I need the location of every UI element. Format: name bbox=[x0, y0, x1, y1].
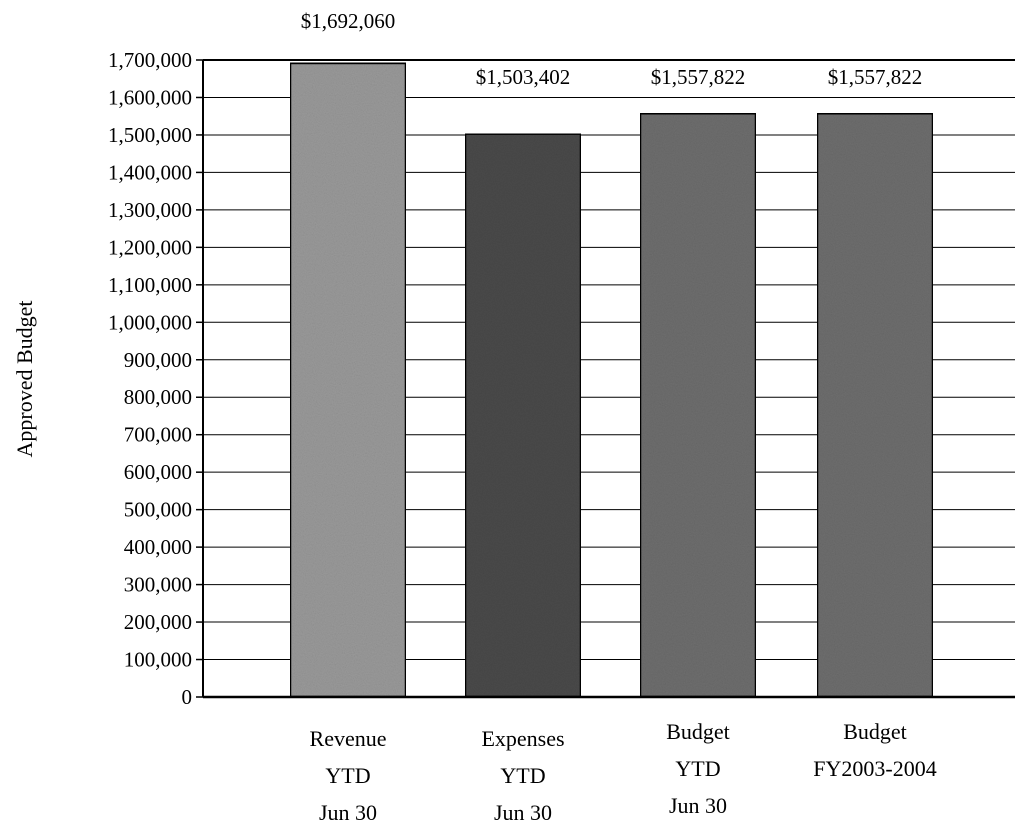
y-tick-label: 900,000 bbox=[124, 348, 192, 372]
y-tick-label: 600,000 bbox=[124, 460, 192, 484]
y-tick-label: 1,500,000 bbox=[108, 123, 192, 147]
y-tick-label: 1,000,000 bbox=[108, 310, 192, 334]
x-category-label-line: Jun 30 bbox=[669, 793, 727, 818]
data-label: $1,557,822 bbox=[828, 65, 923, 89]
y-tick-label: 300,000 bbox=[124, 573, 192, 597]
x-category-label: Expenses YTD Jun 30 bbox=[481, 726, 564, 825]
x-category-label-line: Jun 30 bbox=[494, 800, 552, 825]
y-axis-title: Approved Budget bbox=[12, 300, 37, 457]
x-category-label-line: Budget bbox=[843, 719, 907, 744]
x-category-label-line: Budget bbox=[666, 719, 730, 744]
y-tick-label: 1,300,000 bbox=[108, 198, 192, 222]
y-tick-label: 500,000 bbox=[124, 498, 192, 522]
data-label: $1,503,402 bbox=[476, 65, 571, 89]
y-tick-label: 200,000 bbox=[124, 610, 192, 634]
y-tick-label: 700,000 bbox=[124, 423, 192, 447]
bar bbox=[815, 112, 935, 699]
x-category-label-line: YTD bbox=[500, 763, 545, 788]
x-category-label-line: YTD bbox=[325, 763, 370, 788]
y-tick-label: 400,000 bbox=[124, 535, 192, 559]
bar bbox=[638, 112, 758, 699]
axes bbox=[196, 59, 1015, 699]
x-category-label: Budget FY2003-2004 bbox=[813, 719, 936, 781]
x-category-label: Budget YTD Jun 30 bbox=[666, 719, 730, 818]
x-category-label-line: FY2003-2004 bbox=[813, 756, 936, 781]
data-label: $1,557,822 bbox=[651, 65, 746, 89]
y-tick-label: 1,700,000 bbox=[108, 48, 192, 72]
y-tick-label: 1,100,000 bbox=[108, 273, 192, 297]
y-tick-label: 1,400,000 bbox=[108, 160, 192, 184]
y-tick-label: 800,000 bbox=[124, 385, 192, 409]
bar bbox=[288, 61, 408, 699]
y-tick-label: 1,600,000 bbox=[108, 85, 192, 109]
data-label: $1,692,060 bbox=[301, 9, 396, 33]
x-category-label-line: YTD bbox=[675, 756, 720, 781]
y-tick-labels: 0 100,000 200,000 300,000 400,000 500,000 600,… bbox=[108, 48, 192, 709]
bar bbox=[463, 132, 583, 699]
x-category-label: Revenue YTD Jun 30 bbox=[310, 726, 387, 825]
y-tick-label: 1,200,000 bbox=[108, 235, 192, 259]
data-labels: $1,692,060 $1,503,402 $1,557,822 $1,557,822 bbox=[301, 9, 923, 89]
y-tick-label: 0 bbox=[182, 685, 193, 709]
bars bbox=[288, 61, 935, 699]
x-category-label-line: Expenses bbox=[481, 726, 564, 751]
category-labels: Revenue YTD Jun 30 Expenses YTD Jun 30 Budget Y… bbox=[310, 719, 937, 825]
y-tick-label: 100,000 bbox=[124, 648, 192, 672]
x-category-label-line: Revenue bbox=[310, 726, 387, 751]
x-category-label-line: Jun 30 bbox=[319, 800, 377, 825]
